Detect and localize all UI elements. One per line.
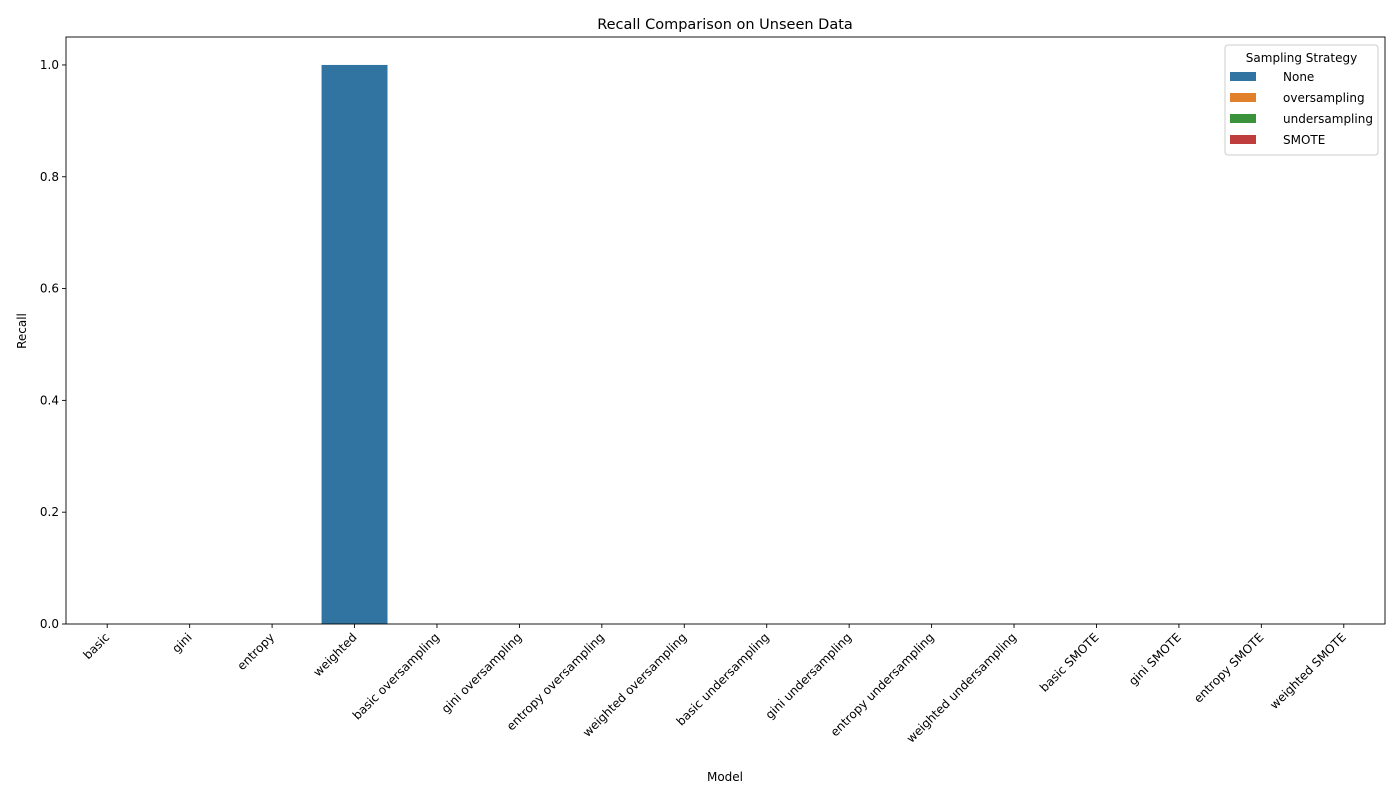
legend-swatch: [1230, 114, 1256, 123]
x-tick-label: gini undersampling: [763, 630, 855, 722]
y-tick-label: 0.6: [40, 282, 59, 296]
x-tick-label: gini SMOTE: [1126, 630, 1184, 688]
y-tick-label: 0.4: [40, 393, 59, 407]
x-tick-label: entropy: [234, 630, 277, 673]
bar-none-weighted: [321, 64, 388, 624]
legend-swatch: [1230, 93, 1256, 102]
legend-swatch: [1230, 135, 1256, 144]
y-tick-label: 0.8: [40, 170, 59, 184]
bars-layer: [321, 64, 388, 624]
x-tick-label: basic SMOTE: [1037, 630, 1102, 695]
legend: Sampling Strategy None oversampling unders…: [1224, 44, 1379, 156]
y-tick-label: 1.0: [40, 58, 59, 72]
y-tick-label: 0.0: [40, 617, 59, 631]
x-tick-label: basic undersampling: [674, 630, 772, 728]
x-tick-label: gini: [169, 630, 194, 655]
legend-entry-label: SMOTE: [1283, 133, 1325, 147]
y-axis: 0.0 0.2 0.4 0.6 0.8 1.0: [40, 58, 66, 631]
x-tick-label: gini oversampling: [439, 630, 525, 716]
legend-entry-label: None: [1283, 70, 1314, 84]
x-tick-label: weighted SMOTE: [1267, 630, 1349, 712]
legend-entry-label: oversampling: [1283, 91, 1365, 105]
chart-title: Recall Comparison on Unseen Data: [597, 17, 853, 33]
plot-frame: [65, 36, 1386, 625]
y-tick-label: 0.2: [40, 505, 59, 519]
legend-swatch: [1230, 72, 1256, 81]
x-tick-label: basic: [80, 630, 112, 662]
y-axis-label: Recall: [15, 313, 29, 349]
x-axis-label: Model: [707, 770, 743, 784]
legend-box: [1224, 44, 1379, 156]
x-tick-label: weighted: [311, 630, 360, 679]
x-tick-label: entropy SMOTE: [1191, 630, 1266, 705]
x-tick-label: basic oversampling: [350, 630, 442, 722]
legend-entry-label: undersampling: [1283, 112, 1373, 126]
legend-title: Sampling Strategy: [1246, 51, 1357, 65]
